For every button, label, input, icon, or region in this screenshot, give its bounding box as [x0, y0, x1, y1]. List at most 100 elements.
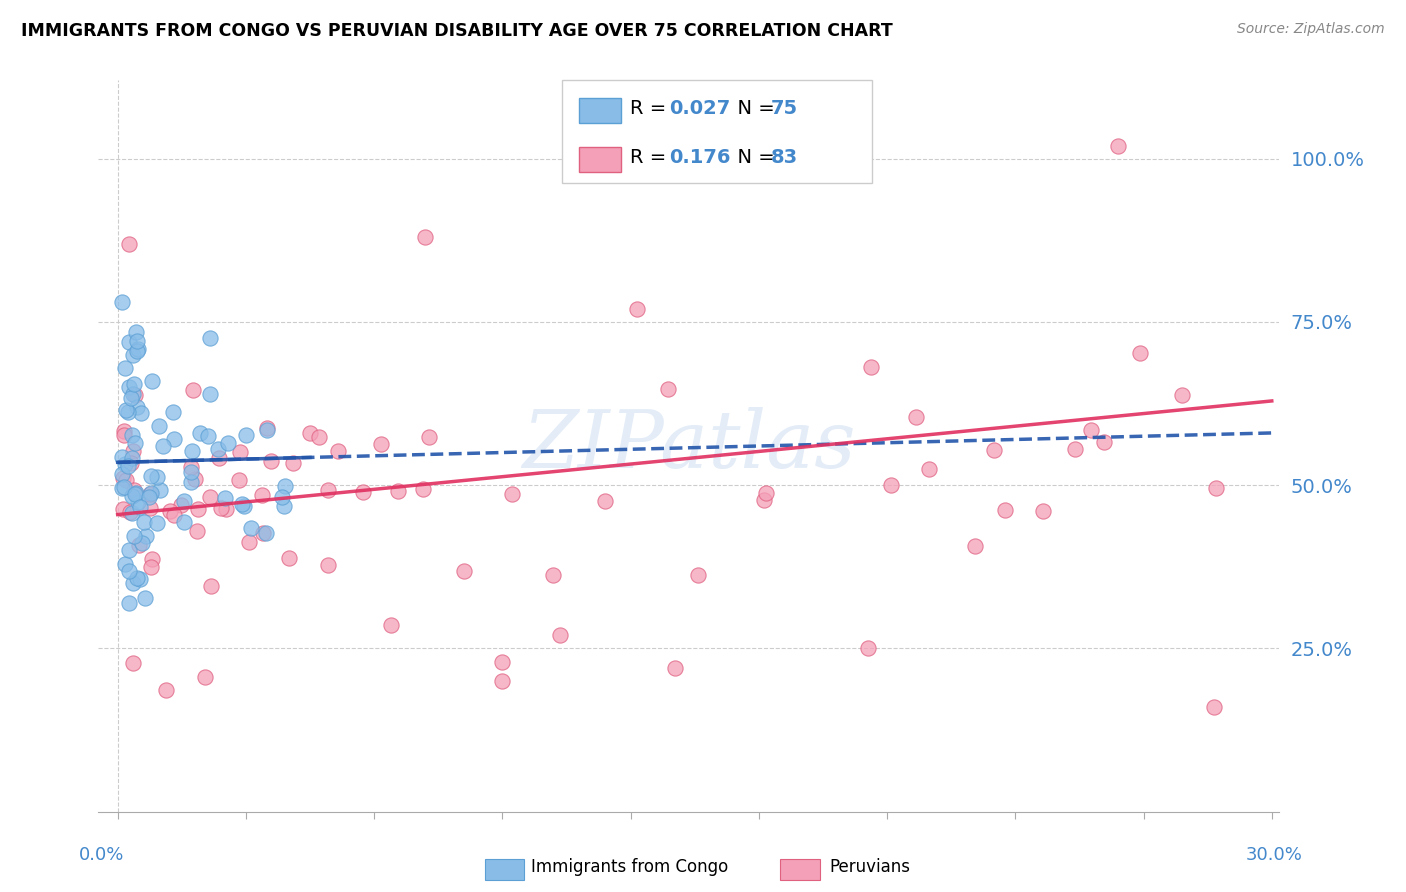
Point — [122, 529, 145, 543]
Text: N =: N = — [725, 148, 782, 168]
Point — [541, 567, 564, 582]
Text: IMMIGRANTS FROM CONGO VS PERUVIAN DISABILITY AGE OVER 75 CORRELATION CHART: IMMIGRANTS FROM CONGO VS PERUVIAN DISABI… — [21, 22, 893, 40]
Point — [139, 486, 162, 500]
Point — [215, 502, 238, 516]
Point — [124, 487, 146, 501]
Point — [548, 628, 571, 642]
Point — [129, 572, 152, 586]
Point — [155, 682, 177, 697]
Point — [491, 674, 513, 689]
Point — [139, 560, 162, 574]
Point — [491, 655, 513, 669]
Point — [1032, 504, 1054, 518]
Point — [308, 430, 330, 444]
Point — [127, 342, 149, 356]
Point — [139, 468, 162, 483]
Point — [1080, 423, 1102, 437]
Point — [134, 591, 156, 605]
Text: 30.0%: 30.0% — [1246, 846, 1302, 863]
Point — [1092, 434, 1115, 449]
Point — [453, 564, 475, 578]
Point — [139, 486, 162, 500]
Point — [188, 425, 211, 440]
Point — [1171, 388, 1194, 402]
Text: Peruvians: Peruvians — [830, 858, 911, 876]
Point — [240, 521, 263, 535]
Point — [626, 301, 648, 316]
Point — [415, 230, 437, 244]
Point — [129, 406, 152, 420]
Point — [118, 380, 141, 394]
Point — [271, 490, 294, 504]
Point — [501, 487, 523, 501]
Point — [197, 429, 219, 443]
Point — [214, 491, 236, 506]
Point — [141, 374, 163, 388]
Point — [281, 456, 304, 470]
Point — [198, 490, 221, 504]
Point — [254, 525, 277, 540]
Text: N =: N = — [725, 99, 782, 119]
Point — [163, 432, 186, 446]
Point — [122, 386, 145, 401]
Point — [657, 382, 679, 396]
Point — [1064, 442, 1087, 457]
Point — [187, 502, 209, 516]
Point — [217, 435, 239, 450]
Text: ZIPatlas: ZIPatlas — [522, 408, 856, 484]
Point — [352, 485, 374, 500]
Point — [256, 421, 278, 435]
Point — [121, 428, 143, 442]
Point — [664, 661, 686, 675]
Point — [170, 498, 193, 512]
Point — [120, 391, 142, 405]
Point — [111, 471, 134, 485]
Point — [595, 493, 617, 508]
Point — [983, 443, 1005, 458]
Point — [122, 348, 145, 362]
Point — [149, 483, 172, 498]
Point — [316, 558, 339, 572]
Point — [112, 480, 135, 494]
Point — [260, 454, 283, 468]
Point — [208, 451, 231, 466]
Point — [326, 444, 349, 458]
Point — [118, 334, 141, 349]
Point — [173, 493, 195, 508]
Text: R =: R = — [630, 99, 672, 119]
Point — [316, 483, 339, 497]
Point — [148, 418, 170, 433]
Point — [918, 462, 941, 476]
Point — [180, 475, 202, 489]
Point — [110, 295, 132, 310]
Point — [112, 428, 135, 442]
Text: 75: 75 — [770, 99, 797, 119]
Point — [111, 450, 134, 464]
Text: 0.176: 0.176 — [669, 148, 731, 168]
Point — [200, 579, 222, 593]
Point — [198, 331, 221, 345]
Point — [250, 488, 273, 502]
Point — [124, 435, 146, 450]
Point — [387, 484, 409, 499]
Point — [180, 459, 202, 474]
Point — [125, 486, 148, 500]
Point — [209, 500, 232, 515]
Point — [118, 236, 141, 251]
Point — [238, 535, 260, 549]
Point — [1107, 138, 1129, 153]
Point — [194, 670, 217, 684]
Point — [138, 490, 160, 504]
Point — [879, 478, 901, 492]
Point — [118, 543, 141, 558]
Point — [163, 508, 186, 523]
Text: 0.0%: 0.0% — [79, 846, 124, 863]
Point — [198, 387, 221, 401]
Point — [121, 489, 143, 503]
Point — [118, 505, 141, 519]
Point — [121, 443, 143, 458]
Point — [173, 515, 195, 529]
Point — [755, 486, 778, 500]
Point — [110, 467, 132, 481]
Point — [125, 400, 148, 414]
